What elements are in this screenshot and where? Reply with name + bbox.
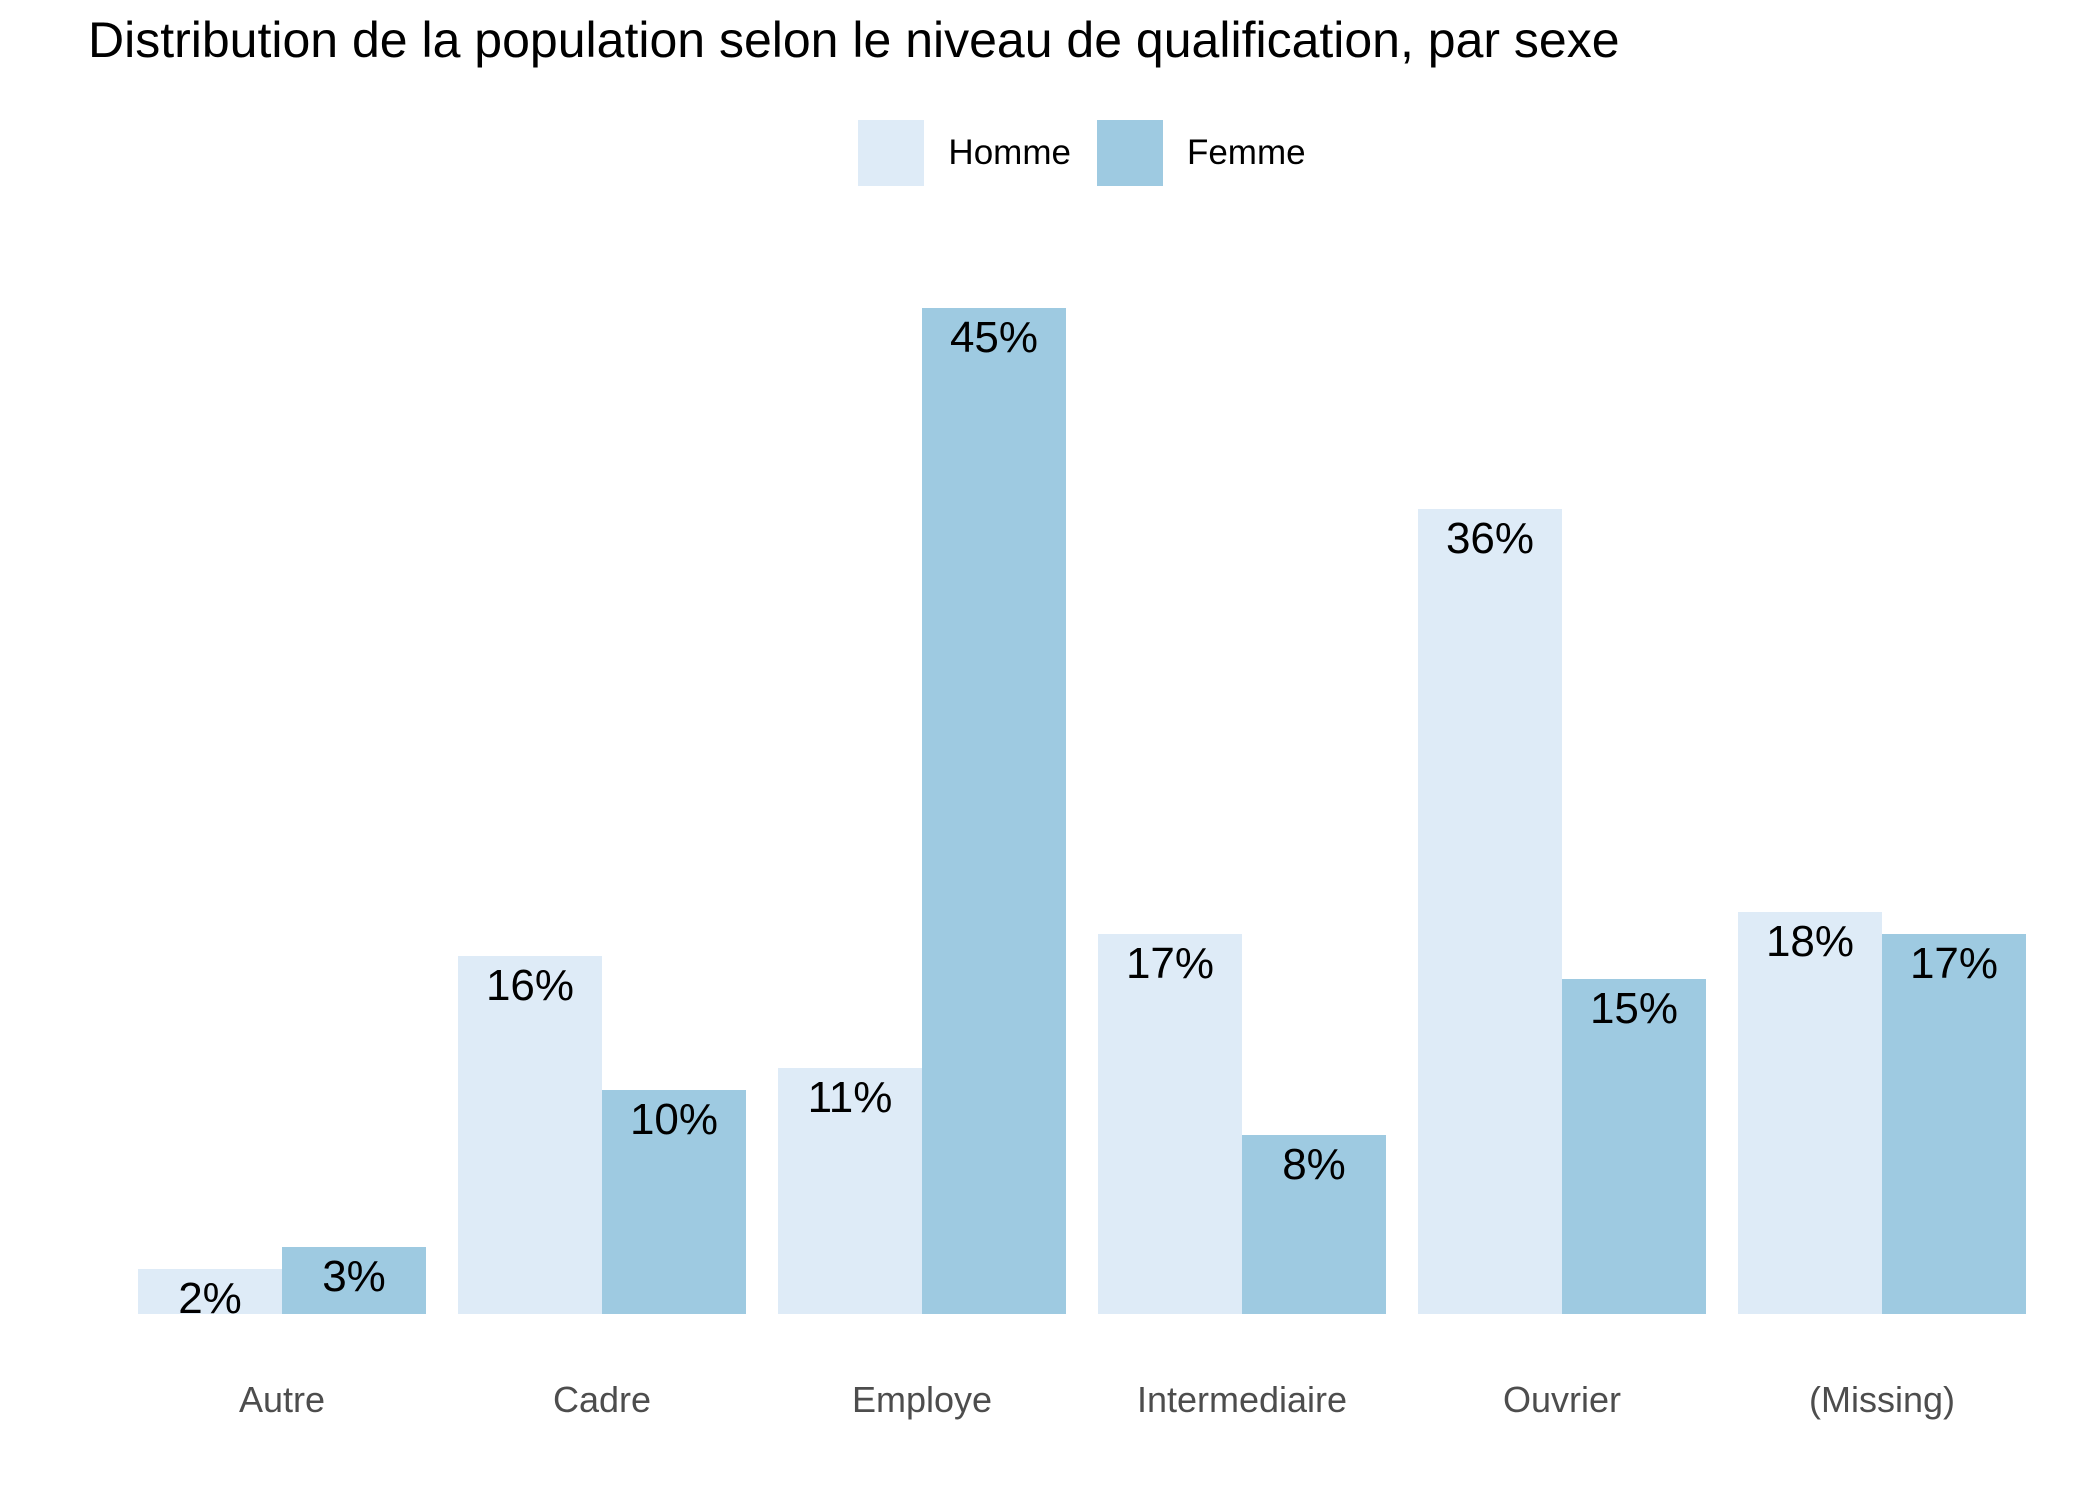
legend-label-femme: Femme — [1186, 133, 1306, 172]
bar-value-label: 36% — [1445, 514, 1535, 563]
bar-homme-missing: 18% — [1738, 912, 1882, 1314]
x-axis-label-intermediaire: Intermediaire — [1136, 1379, 1348, 1420]
bar-group-ouvrier: 36% 15% — [1402, 190, 1722, 1314]
chart-title: Distribution de la population selon le n… — [88, 12, 1620, 68]
bar-group-employe: 11% 45% — [762, 190, 1082, 1314]
bar-homme-autre: 2% — [138, 1269, 282, 1321]
legend: Homme Femme — [122, 120, 2042, 186]
x-axis-label-cadre: Cadre — [552, 1379, 652, 1420]
bar-group-missing: 18% 17% — [1722, 190, 2042, 1314]
bar-value-label: 2% — [178, 1274, 242, 1323]
bar-value-label: 11% — [807, 1073, 893, 1122]
bar-value-label: 10% — [629, 1095, 719, 1144]
bar-group-intermediaire: 17% 8% — [1082, 190, 1402, 1314]
x-axis-label-autre: Autre — [238, 1379, 326, 1420]
x-axis-labels: Autre Cadre Employe Intermediaire Ouvrier (Mi… — [122, 1382, 2042, 1418]
bar-femme-ouvrier: 15% — [1562, 979, 1706, 1314]
bar-femme-missing: 17% — [1882, 934, 2026, 1314]
legend-label-homme: Homme — [948, 133, 1071, 172]
bar-femme-cadre: 10% — [602, 1090, 746, 1314]
bar-homme-intermediaire: 17% — [1098, 934, 1242, 1314]
bar-femme-employe: 45% — [922, 308, 1066, 1314]
bar-value-label: 15% — [1589, 984, 1679, 1033]
bar-homme-employe: 11% — [778, 1068, 922, 1314]
x-axis-label-employe: Employe — [851, 1379, 993, 1420]
bar-homme-cadre: 16% — [458, 956, 602, 1314]
bar-femme-intermediaire: 8% — [1242, 1135, 1386, 1314]
legend-swatch-homme — [858, 120, 925, 186]
bar-value-label: 8% — [1282, 1140, 1346, 1189]
bar-value-label: 16% — [485, 961, 575, 1010]
bar-value-label: 17% — [1909, 939, 1999, 988]
bar-value-label: 17% — [1125, 939, 1215, 988]
x-axis-label-ouvrier: Ouvrier — [1502, 1379, 1622, 1420]
legend-item-femme: Femme — [1096, 120, 1306, 186]
bar-value-label: 45% — [949, 313, 1039, 362]
x-axis-label-missing: (Missing) — [1808, 1379, 1955, 1420]
bar-homme-ouvrier: 36% — [1418, 509, 1562, 1314]
bar-group-autre: 2% 3% — [122, 190, 442, 1321]
legend-item-homme: Homme — [858, 120, 1071, 186]
bar-value-label: 3% — [322, 1252, 386, 1301]
bar-group-cadre: 16% 10% — [442, 190, 762, 1314]
bar-femme-autre: 3% — [282, 1247, 426, 1314]
legend-swatch-femme — [1096, 120, 1163, 186]
plot-area: 2% 3% 16% 10% 11% 45% 17% 8% 36% 15% 18% 17% — [122, 190, 2042, 1321]
bar-value-label: 18% — [1765, 917, 1855, 966]
